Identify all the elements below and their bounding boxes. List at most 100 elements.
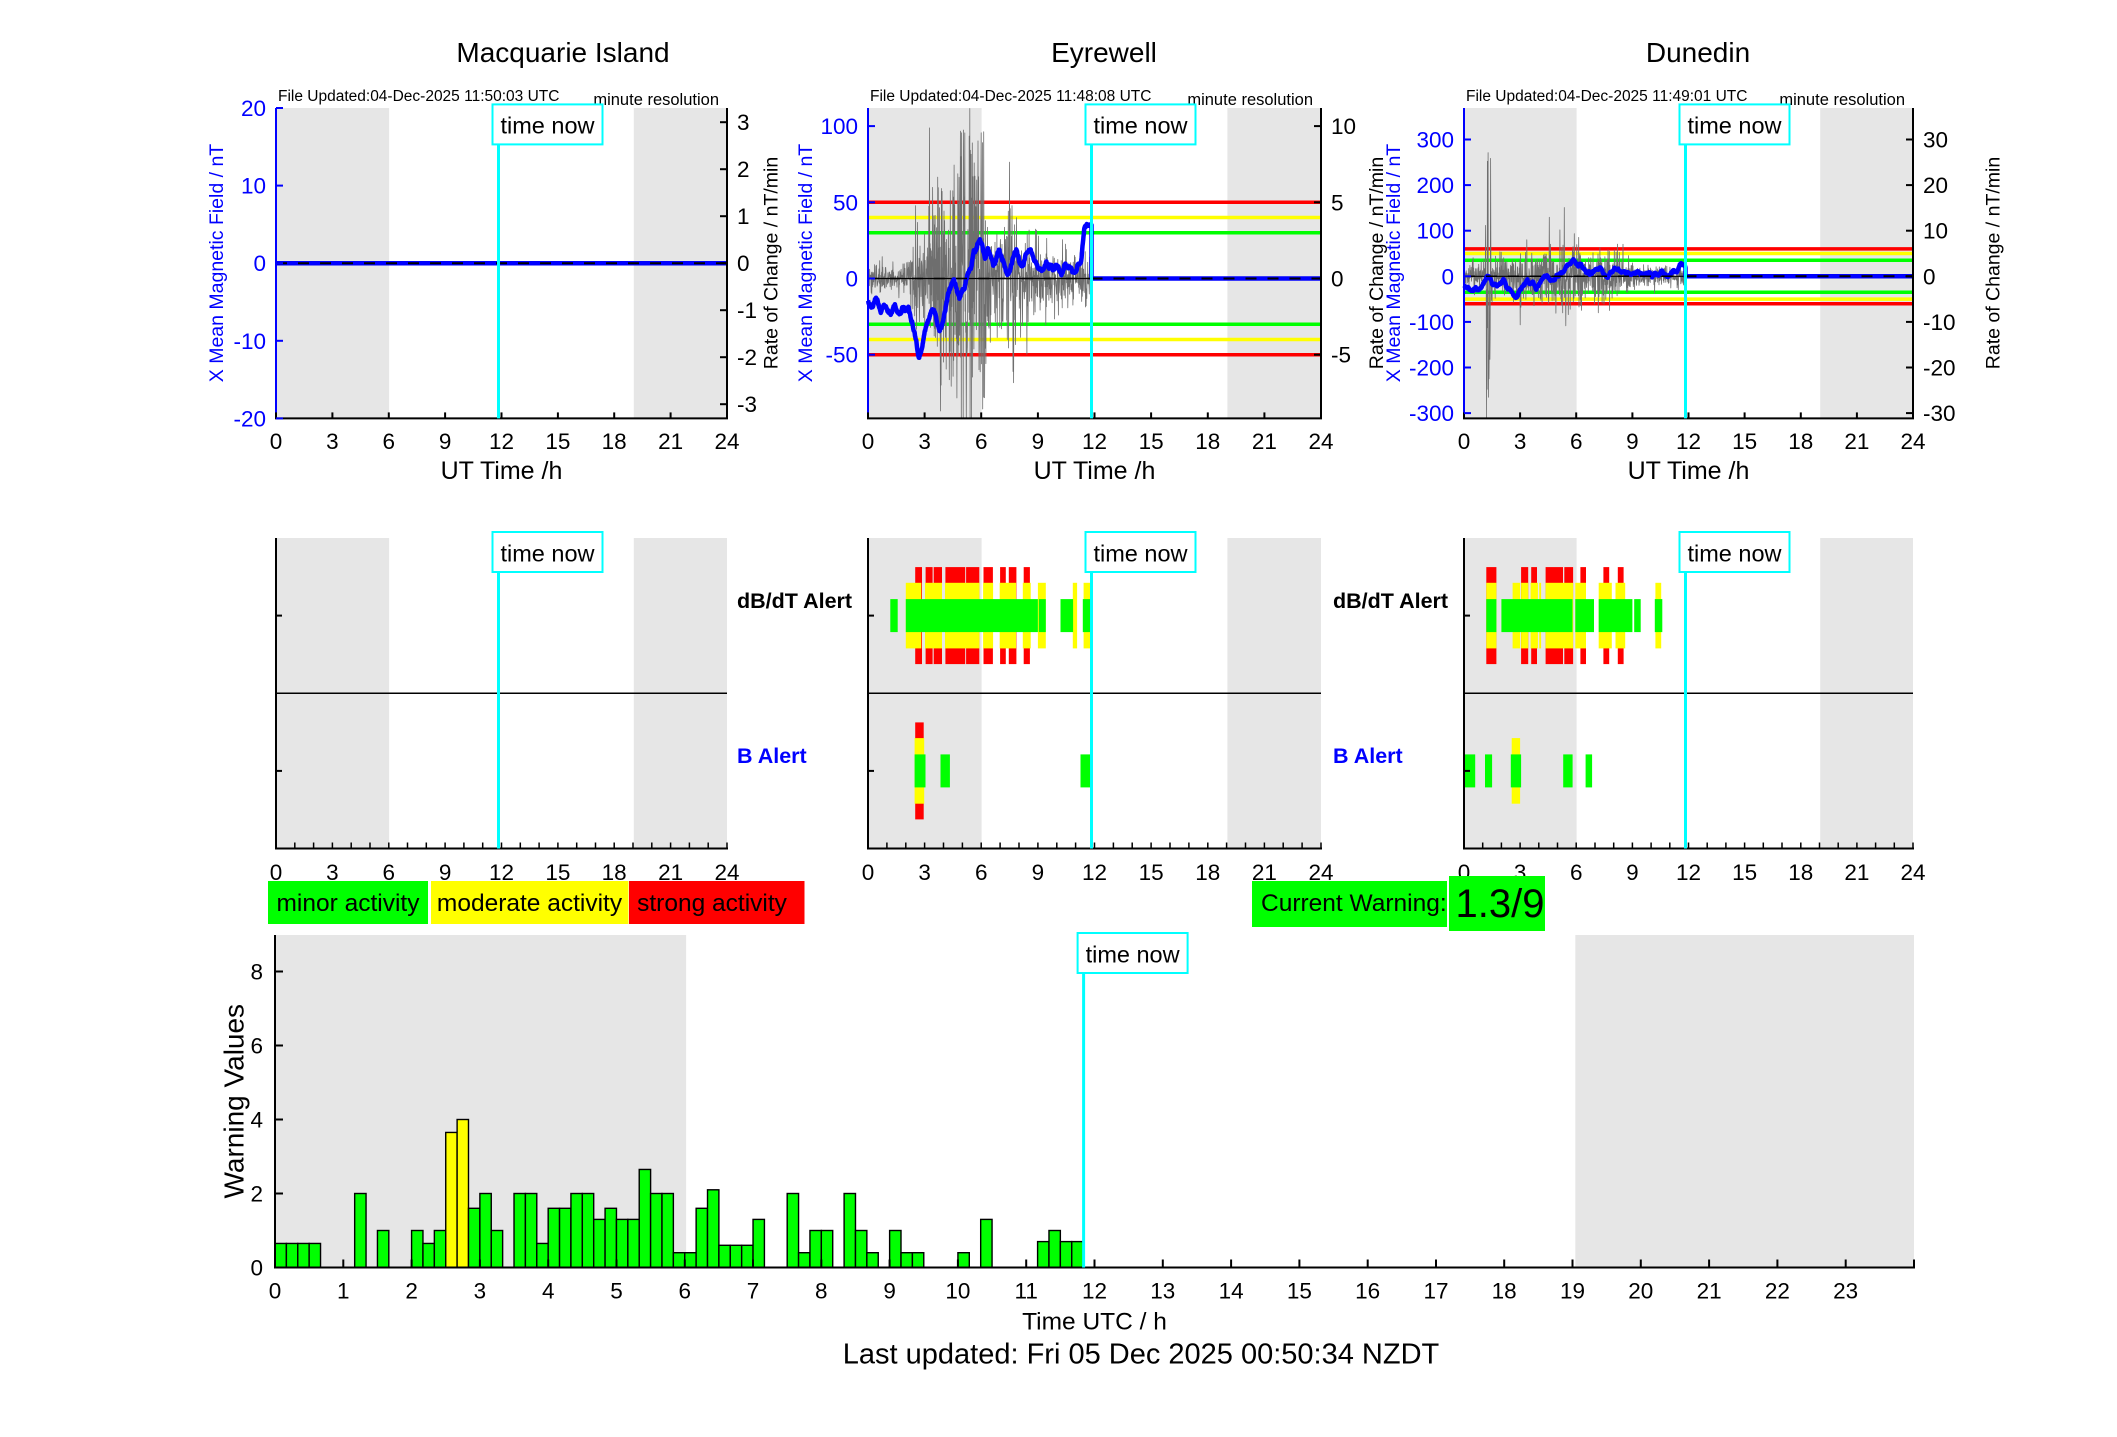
svg-text:12: 12 [1676,429,1701,454]
svg-text:-20: -20 [1923,356,1956,381]
svg-text:-300: -300 [1409,401,1454,426]
svg-text:0: 0 [270,860,283,885]
svg-text:5: 5 [610,1279,623,1304]
svg-text:21: 21 [658,429,683,454]
svg-text:9: 9 [1626,860,1639,885]
svg-text:Warning Values: Warning Values [219,1004,250,1199]
svg-text:time now: time now [500,540,595,566]
svg-text:2: 2 [250,1182,263,1207]
svg-text:9: 9 [1032,860,1045,885]
svg-text:1.3/9: 1.3/9 [1456,882,1545,926]
svg-text:-1: -1 [737,298,757,323]
svg-text:21: 21 [1844,429,1869,454]
svg-text:7: 7 [747,1279,760,1304]
svg-text:4: 4 [542,1279,555,1304]
svg-text:9: 9 [1626,429,1639,454]
svg-text:3: 3 [326,860,339,885]
svg-text:time now: time now [1687,540,1782,566]
svg-text:-3: -3 [737,392,757,417]
svg-text:30: 30 [1923,128,1948,153]
svg-text:10: 10 [945,1279,970,1304]
svg-text:-20: -20 [233,406,266,431]
svg-text:22: 22 [1765,1279,1790,1304]
svg-text:12: 12 [1676,860,1701,885]
svg-text:X Mean Magnetic Field / nT: X Mean Magnetic Field / nT [1383,144,1405,383]
svg-text:18: 18 [602,429,627,454]
svg-text:0: 0 [737,251,750,276]
svg-text:File Updated:04-Dec-2025 11:49: File Updated:04-Dec-2025 11:49:01 UTC [1466,88,1747,105]
svg-text:0: 0 [1923,264,1936,289]
svg-text:9: 9 [883,1279,896,1304]
svg-text:9: 9 [439,429,452,454]
svg-text:18: 18 [1492,1279,1517,1304]
svg-text:Rate of Change / nT/min: Rate of Change / nT/min [1983,157,2005,369]
svg-text:dB/dT Alert: dB/dT Alert [737,589,852,613]
svg-text:3: 3 [326,429,339,454]
svg-text:200: 200 [1416,173,1454,198]
svg-text:6: 6 [383,429,396,454]
svg-text:-2: -2 [737,345,757,370]
svg-text:File Updated:04-Dec-2025 11:50: File Updated:04-Dec-2025 11:50:03 UTC [278,88,559,105]
svg-text:24: 24 [714,429,739,454]
svg-text:0: 0 [1458,429,1471,454]
svg-text:18: 18 [602,860,627,885]
svg-text:12: 12 [1082,1279,1107,1304]
svg-text:-10: -10 [233,329,266,354]
svg-text:0: 0 [269,1279,282,1304]
svg-text:6: 6 [1570,429,1583,454]
svg-text:minute resolution: minute resolution [1187,91,1313,109]
svg-text:time now: time now [1086,941,1181,967]
svg-text:8: 8 [815,1279,828,1304]
svg-text:0: 0 [862,860,875,885]
svg-text:21: 21 [658,860,683,885]
svg-text:0: 0 [270,429,283,454]
svg-text:time now: time now [1093,540,1188,566]
svg-text:Dunedin: Dunedin [1646,37,1750,68]
svg-text:23: 23 [1833,1279,1858,1304]
svg-text:1: 1 [737,204,750,229]
svg-text:minute resolution: minute resolution [1779,91,1905,109]
svg-text:6: 6 [975,860,988,885]
svg-text:moderate activity: moderate activity [437,890,623,917]
svg-text:12: 12 [1082,429,1107,454]
svg-text:11: 11 [1015,1279,1038,1304]
svg-text:File Updated:04-Dec-2025 11:48: File Updated:04-Dec-2025 11:48:08 UTC [870,88,1151,105]
svg-text:0: 0 [253,251,266,276]
svg-text:Last updated: Fri 05 Dec 2025: Last updated: Fri 05 Dec 2025 00:50:34 N… [843,1339,1440,1371]
svg-text:X Mean Magnetic Field / nT: X Mean Magnetic Field / nT [795,144,817,383]
svg-text:time now: time now [500,113,595,139]
svg-text:19: 19 [1560,1279,1585,1304]
svg-text:time now: time now [1687,113,1782,139]
svg-text:21: 21 [1252,860,1277,885]
svg-text:minor activity: minor activity [277,890,421,917]
svg-text:20: 20 [241,96,266,121]
svg-text:15: 15 [1732,860,1757,885]
svg-text:Rate of Change / nT/min: Rate of Change / nT/min [761,157,783,369]
svg-text:21: 21 [1844,860,1869,885]
svg-text:15: 15 [1139,429,1164,454]
svg-text:-200: -200 [1409,356,1454,381]
svg-text:strong activity: strong activity [637,890,788,917]
svg-text:17: 17 [1423,1279,1448,1304]
svg-text:12: 12 [1082,860,1107,885]
svg-text:21: 21 [1252,429,1277,454]
svg-text:24: 24 [1900,429,1925,454]
svg-text:-30: -30 [1923,401,1956,426]
svg-text:2: 2 [737,157,750,182]
svg-text:minute resolution: minute resolution [593,91,719,109]
svg-text:24: 24 [1308,860,1333,885]
svg-text:10: 10 [1331,114,1356,139]
svg-text:0: 0 [1441,264,1454,289]
svg-text:12: 12 [489,860,514,885]
svg-text:3: 3 [474,1279,487,1304]
svg-text:20: 20 [1628,1279,1653,1304]
svg-text:Time UTC / h: Time UTC / h [1022,1309,1167,1336]
svg-text:21: 21 [1697,1279,1722,1304]
svg-text:Current Warning:: Current Warning: [1261,890,1447,917]
svg-text:15: 15 [1139,860,1164,885]
svg-text:4: 4 [250,1108,263,1133]
svg-text:15: 15 [545,860,570,885]
svg-text:100: 100 [820,114,858,139]
svg-text:-100: -100 [1409,310,1454,335]
svg-text:18: 18 [1788,429,1813,454]
